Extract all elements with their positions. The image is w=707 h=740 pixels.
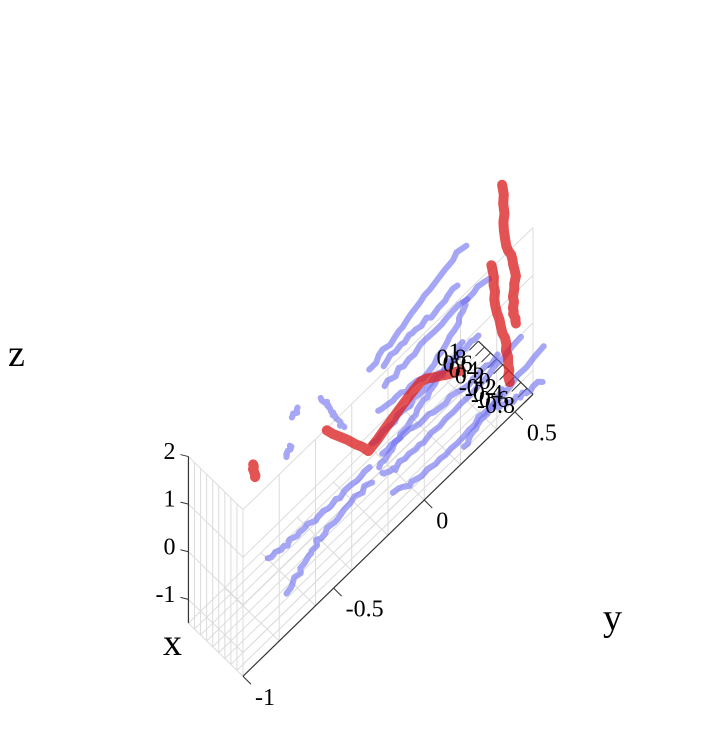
blue-tube-path [288, 404, 301, 421]
grid-line [242, 274, 534, 558]
grid-line [188, 456, 244, 511]
x-tick-mark [523, 393, 534, 404]
blue-tube-path [460, 386, 505, 450]
blue-tube-path [283, 479, 376, 597]
y-tick-label: 0.5 [527, 420, 557, 446]
y-axis-line [242, 393, 534, 677]
x-tick-label: 0 [479, 369, 491, 395]
y-tick-mark [242, 675, 252, 685]
z-tick-mark [180, 501, 189, 505]
red-tube-path [486, 260, 515, 387]
x-tick-mark [481, 352, 491, 363]
x-tick-label: 0.2 [455, 363, 485, 389]
y-tick-mark [514, 411, 524, 421]
x-tick-label: -0.8 [477, 393, 515, 419]
x-tick-mark [511, 382, 522, 392]
y-tick-label: -0.5 [346, 597, 384, 623]
blue-tube-path [283, 442, 295, 461]
x-tick-label: 0.6 [443, 351, 473, 377]
blue-tube-path [375, 296, 471, 414]
x-tick-label: 1 [448, 340, 460, 366]
blue-tube-path [381, 275, 493, 390]
blue-tube-path [366, 242, 470, 373]
grid-line [188, 551, 244, 606]
blue-tube-path [495, 378, 546, 411]
y-tick-label: -1 [255, 685, 275, 711]
x-tick-label: -0.4 [465, 381, 503, 407]
blue-tube-path [380, 282, 461, 370]
z-tick-mark [180, 549, 189, 553]
z-tick-label: 1 [163, 487, 175, 513]
z-tick-label: -1 [155, 582, 175, 608]
x-tick-mark [469, 340, 479, 351]
blue-tube-path [317, 394, 348, 431]
grid-line [405, 411, 461, 466]
blue-tube-path [376, 339, 466, 471]
grid-line [441, 376, 498, 430]
grid-line [260, 552, 316, 607]
x-tick-mark [493, 364, 504, 375]
grid-line [369, 446, 425, 501]
tick-labels: 10.80.60.40.20-0.2-0.4-0.6-0.8-1-0.500.5… [155, 340, 556, 711]
red-tube-path [248, 459, 261, 483]
y-tick-mark [333, 587, 342, 597]
x-tick-label: 0.8 [437, 346, 467, 372]
x-axis-title: x [163, 622, 182, 664]
y-tick-mark [423, 499, 433, 509]
grid-line [224, 587, 280, 642]
z-tick-label: 0 [163, 534, 175, 560]
z-tick-mark [180, 596, 189, 600]
y-axis-title: y [603, 597, 622, 639]
grid-line [242, 227, 534, 511]
red-tube-series [248, 179, 521, 483]
x-tick-label: 0.4 [449, 357, 479, 383]
blue-tube-path [264, 464, 373, 562]
red-tube-path [321, 365, 466, 457]
y-tick-label: 0 [436, 509, 448, 535]
x-tick-label: -0.2 [459, 375, 497, 401]
grid-line [188, 598, 244, 653]
blue-tube-series [264, 242, 547, 597]
z-tick-mark [180, 454, 189, 458]
red-tube-path [497, 179, 521, 329]
grid-line [188, 503, 244, 558]
z-tick-label: 2 [163, 439, 175, 465]
x-tick-mark [475, 346, 485, 357]
x-tick-label: -0.6 [471, 387, 509, 413]
z-axis-title: z [8, 333, 25, 375]
grid-line [188, 622, 244, 677]
blue-tube-path [379, 333, 524, 477]
